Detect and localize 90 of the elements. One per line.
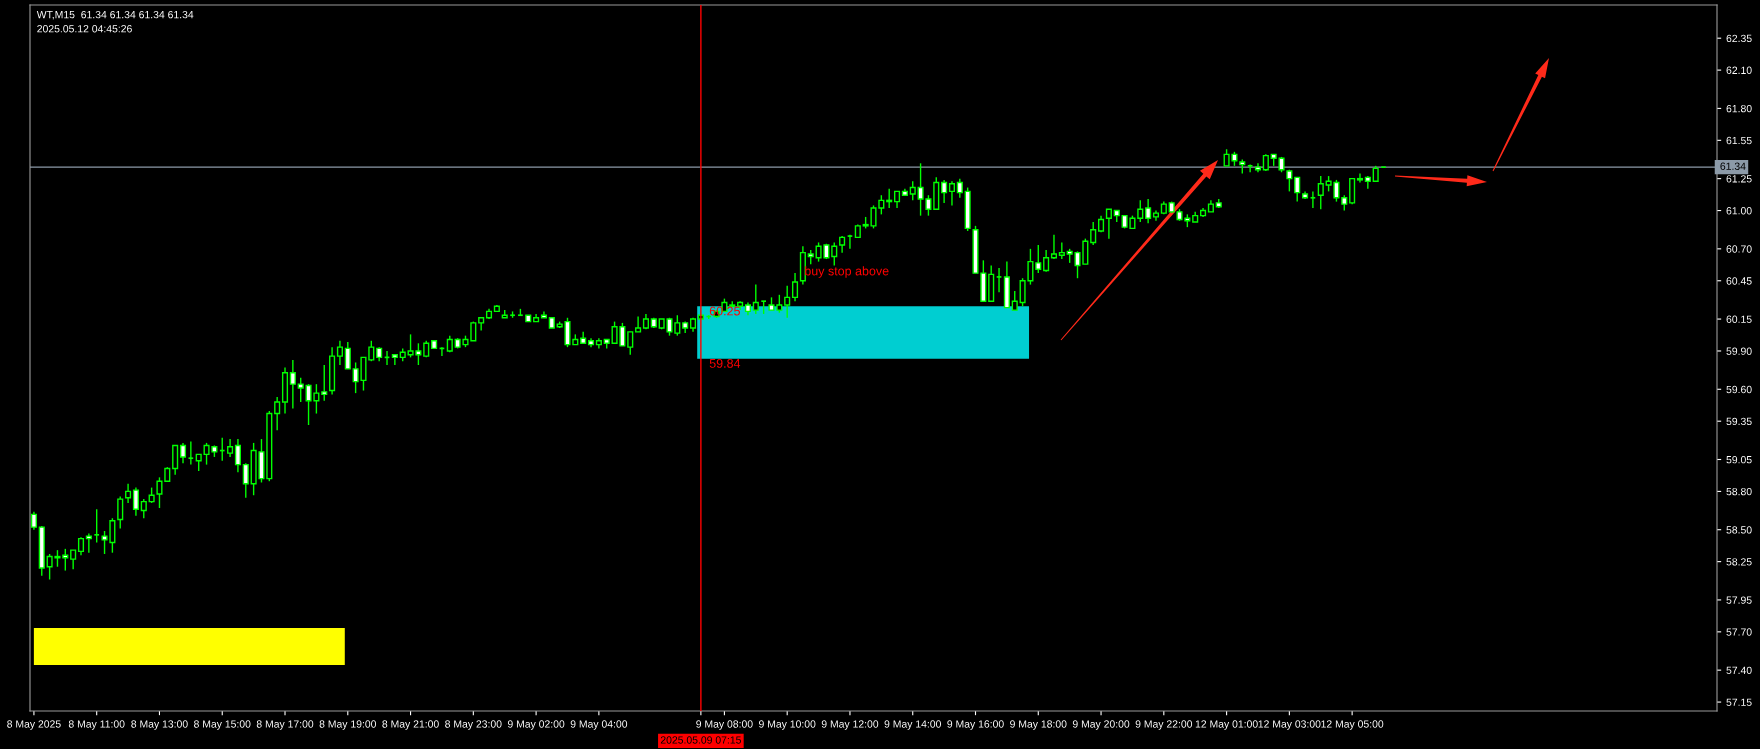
y-tick-label: 60.45 <box>1726 277 1752 285</box>
x-tick-label: 9 May 14:00 <box>884 720 941 730</box>
candlestick <box>1137 199 1144 223</box>
x-tick-label: 8 May 2025 <box>7 720 61 730</box>
candlestick <box>140 498 147 519</box>
x-tick-label: 8 May 13:00 <box>131 720 188 730</box>
y-tick-label: 59.60 <box>1726 385 1752 394</box>
x-tick-label: 9 May 10:00 <box>759 720 816 730</box>
x-tick-label: 12 May 03:00 <box>1258 720 1321 730</box>
candlestick <box>321 364 328 402</box>
x-tick-label: 9 May 22:00 <box>1135 720 1193 730</box>
candlestick <box>909 180 916 202</box>
y-tick-label: 61.25 <box>1726 175 1752 183</box>
candlestick <box>234 438 241 473</box>
candlestick <box>1145 198 1152 225</box>
candlestick <box>1309 190 1317 209</box>
y-tick-label: 62.10 <box>1726 66 1752 74</box>
x-tick-label: 8 May 23:00 <box>445 720 502 730</box>
candlestick <box>1294 176 1301 203</box>
candlestick <box>132 486 139 517</box>
candlestick <box>831 241 838 267</box>
x-tick-label: 8 May 19:00 <box>319 720 377 730</box>
x-tick-label: 12 May 01:00 <box>1195 720 1258 730</box>
candlestick <box>956 177 963 199</box>
x-tick-label: 8 May 17:00 <box>256 720 314 730</box>
x-tick-label: 12 May 05:00 <box>1321 720 1384 730</box>
candlestick <box>242 462 249 499</box>
x-tick-label: 9 May 02:00 <box>507 720 565 730</box>
candlestick <box>1105 208 1112 240</box>
candlestick <box>627 331 634 356</box>
y-tick-label: 60.15 <box>1726 315 1752 323</box>
candlestick <box>948 180 956 207</box>
candlestick <box>391 354 398 366</box>
candlestick <box>187 440 195 466</box>
candlestick <box>70 549 77 570</box>
y-tick-label: 60.70 <box>1726 245 1752 253</box>
candlestick <box>297 377 304 403</box>
y-tick-label: 58.25 <box>1726 558 1752 566</box>
y-tick-label: 61.55 <box>1726 136 1752 145</box>
candlestick <box>1317 175 1324 210</box>
x-tick-label: 9 May 08:00 <box>696 720 753 730</box>
y-tick-label: 59.35 <box>1726 417 1752 426</box>
candlestick <box>941 179 948 204</box>
candlestick <box>85 532 92 554</box>
candlestick <box>289 359 296 410</box>
x-tick-label: 8 May 15:00 <box>194 720 251 730</box>
y-tick-label: 58.80 <box>1726 487 1752 496</box>
candlestick <box>1043 249 1050 273</box>
y-tick-label: 57.40 <box>1726 666 1752 675</box>
candlestick <box>1058 241 1065 260</box>
candlestick <box>1011 290 1018 311</box>
candlestick <box>172 444 179 476</box>
text: 2025.05.12 04:45:26 <box>37 25 132 33</box>
chart-title: WT,M15 61.34 61.34 61.34 61.34 <box>36 10 194 20</box>
candlestick <box>274 396 281 431</box>
x-tick-label: 9 May 16:00 <box>947 720 1004 730</box>
candlestick <box>784 285 791 319</box>
candlestick <box>995 267 1003 293</box>
x-tick-label: 9 May 18:00 <box>1010 720 1067 730</box>
candlestick <box>635 315 642 333</box>
x-tick-label: 8 May 21:00 <box>382 720 439 730</box>
y-tick-label: 57.70 <box>1726 628 1752 636</box>
x-tick-label: 8 May 11:00 <box>68 720 125 730</box>
x-tick-label: 9 May 04:00 <box>570 720 628 730</box>
y-tick-label: 61.00 <box>1726 207 1752 215</box>
candlestick <box>1035 244 1042 274</box>
y-tick-label: 59.05 <box>1726 456 1752 464</box>
candlestick <box>1246 163 1254 173</box>
x-tick-label: 9 May 20:00 <box>1072 720 1130 730</box>
candlestick <box>791 272 799 302</box>
candlestick <box>752 283 759 315</box>
x-tick-label: 9 May 12:00 <box>821 720 879 730</box>
y-tick-label: 58.50 <box>1726 526 1752 534</box>
candlestick <box>93 508 100 544</box>
candlestick <box>125 483 132 504</box>
y-tick-label: 62.35 <box>1726 34 1752 43</box>
y-tick-label: 57.15 <box>1726 698 1752 706</box>
y-tick-label: 59.90 <box>1726 347 1752 355</box>
candlestick <box>846 234 854 250</box>
candlestick <box>336 340 343 366</box>
annotation: 59.84 <box>709 358 741 368</box>
candlestick <box>1050 234 1058 260</box>
candlestick <box>117 495 124 530</box>
candlestick <box>179 442 187 465</box>
ref-line-label: 61.34 <box>1720 162 1746 170</box>
x-tick-label: 2025.05.09 07:15 <box>660 736 741 744</box>
y-tick-label: 57.95 <box>1726 596 1752 604</box>
candlestick <box>344 341 351 370</box>
candlestick <box>1090 221 1097 246</box>
y-tick-label: 61.80 <box>1726 104 1752 113</box>
